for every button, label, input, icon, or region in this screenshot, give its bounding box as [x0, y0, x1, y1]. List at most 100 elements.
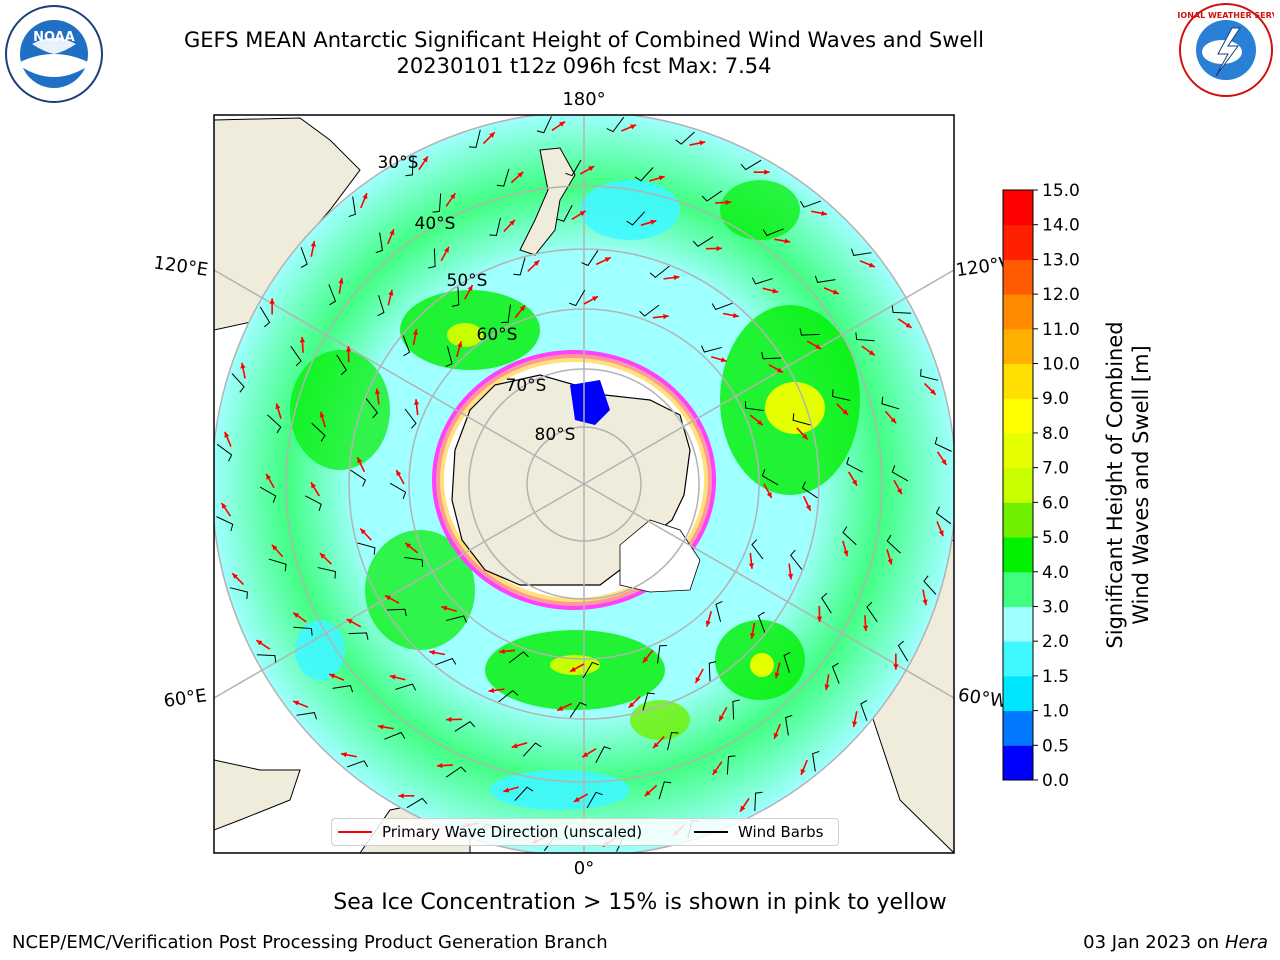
wave-direction-arrowhead — [338, 277, 344, 284]
colorbar-tick-label: 11.0 — [1042, 320, 1080, 340]
lat-label-70s: 70°S — [506, 376, 547, 396]
wave-direction-arrowhead — [650, 219, 657, 225]
wave-direction-arrowhead — [740, 805, 746, 812]
wind-barb — [377, 295, 385, 317]
lon-label-120e: 120°E — [152, 252, 209, 280]
wave-direction-arrowhead — [658, 175, 665, 181]
wave-direction-arrowhead — [319, 411, 325, 418]
wind-barb — [649, 265, 670, 279]
wind-barb — [256, 654, 277, 663]
colorbar-swatch — [1003, 294, 1033, 330]
colorbar-tick-label: 8.0 — [1042, 424, 1069, 444]
wind-barb — [692, 236, 714, 247]
wave-direction-arrowhead — [787, 573, 794, 580]
colorbar-tick-label: 7.0 — [1042, 459, 1069, 479]
map-legend: Primary Wave Direction (unscaled) Wind B… — [331, 818, 839, 846]
lon-label-0: 0° — [574, 858, 594, 879]
colorbar-tick-label: 12.0 — [1042, 285, 1080, 305]
colorbar-swatch — [1003, 537, 1033, 573]
wind-barb — [639, 304, 660, 317]
colorbar-swatch — [1003, 467, 1033, 503]
wind-barb — [582, 661, 599, 679]
colorbar-swatch — [1003, 363, 1033, 399]
wave-direction-arrowhead — [319, 553, 326, 559]
wind-barb — [536, 116, 552, 134]
wave-direction-arrowhead — [499, 648, 505, 655]
wave-direction-arrowhead — [412, 329, 419, 336]
colorbar-swatch — [1003, 328, 1033, 365]
wind-barb — [700, 345, 722, 353]
graticule — [214, 115, 954, 853]
wind-barb — [744, 401, 764, 412]
wave-direction-arrowhead — [699, 140, 706, 146]
wave-direction-arrowhead — [450, 193, 456, 200]
chart-title: GEFS MEAN Antarctic Significant Height o… — [183, 28, 985, 52]
nws-logo-icon: NATIONAL WEATHER SERVICE — [1178, 3, 1274, 97]
legend-item-wind-barbs: Wind Barbs — [694, 823, 823, 841]
wind-barb — [386, 608, 407, 617]
colorbar-tick-label: 3.0 — [1042, 597, 1069, 617]
wind-barb — [626, 211, 646, 226]
colorbar-frame — [1002, 189, 1034, 781]
wave-direction-arrowhead — [630, 124, 637, 130]
wind-barb — [569, 701, 587, 718]
lon-label-180: 180° — [562, 89, 605, 110]
colorbar-swatch — [1003, 502, 1033, 538]
wave-direction-arrowhead — [310, 482, 317, 489]
wind-barb — [814, 275, 836, 283]
wind-barb — [446, 615, 468, 623]
wave-direction-arrowhead — [852, 721, 858, 727]
legend-barb-line-icon — [694, 831, 728, 833]
wave-direction-arrowhead — [362, 193, 368, 200]
wave-direction-arrowhead — [653, 742, 659, 749]
wave-direction-arrowhead — [905, 322, 912, 328]
wave-direction-arrowhead — [377, 724, 384, 730]
wind-barb — [268, 558, 287, 572]
wind-barb — [556, 205, 573, 222]
wind-barb — [595, 746, 612, 763]
meridian-60w — [583, 483, 954, 699]
wind-barb — [667, 732, 679, 751]
wind-barb — [821, 592, 832, 614]
wave-direction-arrowhead — [396, 469, 402, 476]
wind-barb — [259, 306, 271, 328]
wind-barb — [216, 516, 234, 532]
colorbar-tick-label: 14.0 — [1042, 216, 1080, 236]
wave-direction-arrowhead — [821, 210, 827, 216]
wave-direction-arrowhead — [509, 219, 515, 226]
wind-barb — [881, 396, 900, 410]
wind-barb — [305, 495, 322, 512]
wave-direction-arrowhead — [774, 672, 780, 679]
colorbar-swatch — [1003, 259, 1033, 295]
wave-direction-arrowhead — [663, 313, 669, 320]
wind-barb — [513, 257, 526, 276]
wave-direction-arrowhead — [773, 732, 779, 739]
wave-direction-arrowhead — [429, 649, 436, 656]
wind-barb — [317, 567, 336, 579]
wave-direction-arrowhead — [843, 550, 849, 557]
wave-direction-arrowhead — [732, 312, 739, 319]
wind-barb — [332, 685, 354, 693]
wave-direction-arrowhead — [385, 595, 392, 601]
wave-direction-arrowhead — [896, 488, 902, 495]
footer-date-text: 03 Jan 2023 on — [1083, 932, 1225, 953]
meridian-120e — [214, 269, 585, 485]
wind-barb — [785, 714, 793, 736]
wind-barb — [311, 422, 326, 442]
wind-barb — [586, 791, 603, 809]
wind-barb — [508, 651, 529, 664]
wave-direction-arrows — [216, 116, 952, 852]
colorbar-label-line1: Significant Height of Combined — [1103, 321, 1127, 649]
wind-barb — [384, 731, 406, 740]
wind-barb — [404, 556, 424, 567]
nws-logo-text: NATIONAL WEATHER SERVICE — [1178, 11, 1274, 20]
wind-barb — [891, 305, 912, 314]
noaa-logo-text: NOAA — [33, 30, 75, 45]
wind-barb — [801, 481, 818, 499]
wave-direction-arrowhead — [398, 793, 404, 799]
footer-date: 03 Jan 2023 on Hera — [1083, 932, 1268, 953]
wave-direction-arrowhead — [604, 257, 611, 263]
wave-direction-arrowhead — [784, 238, 791, 244]
wave-direction-arrowhead — [467, 285, 473, 292]
